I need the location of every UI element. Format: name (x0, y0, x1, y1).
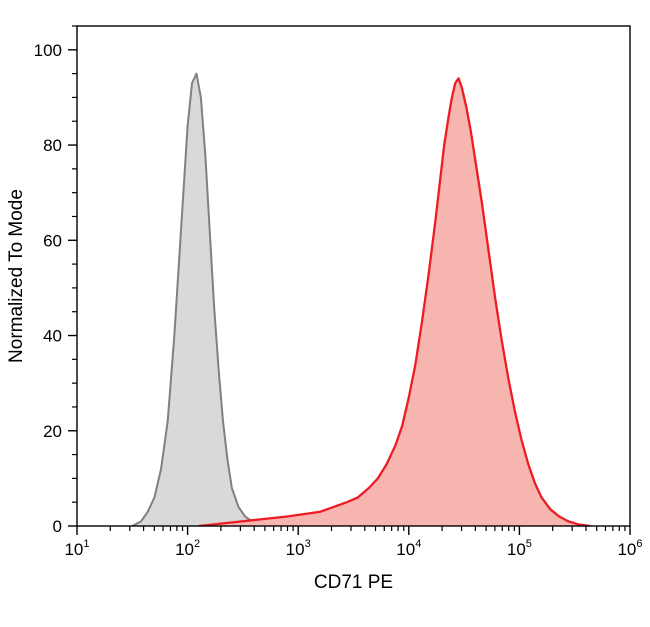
y-tick-label: 20 (43, 422, 62, 441)
y-tick-label: 80 (43, 136, 62, 155)
chart-svg: 101102103104105106CD71 PE020406080100Nor… (0, 0, 650, 627)
y-tick-label: 100 (34, 41, 62, 60)
y-tick-label: 0 (53, 517, 62, 536)
y-tick-label: 40 (43, 327, 62, 346)
x-axis-label: CD71 PE (314, 572, 393, 593)
y-axis-label: Normalized To Mode (6, 189, 27, 363)
y-tick-label: 60 (43, 231, 62, 250)
flow-cytometry-histogram: 101102103104105106CD71 PE020406080100Nor… (0, 0, 650, 627)
